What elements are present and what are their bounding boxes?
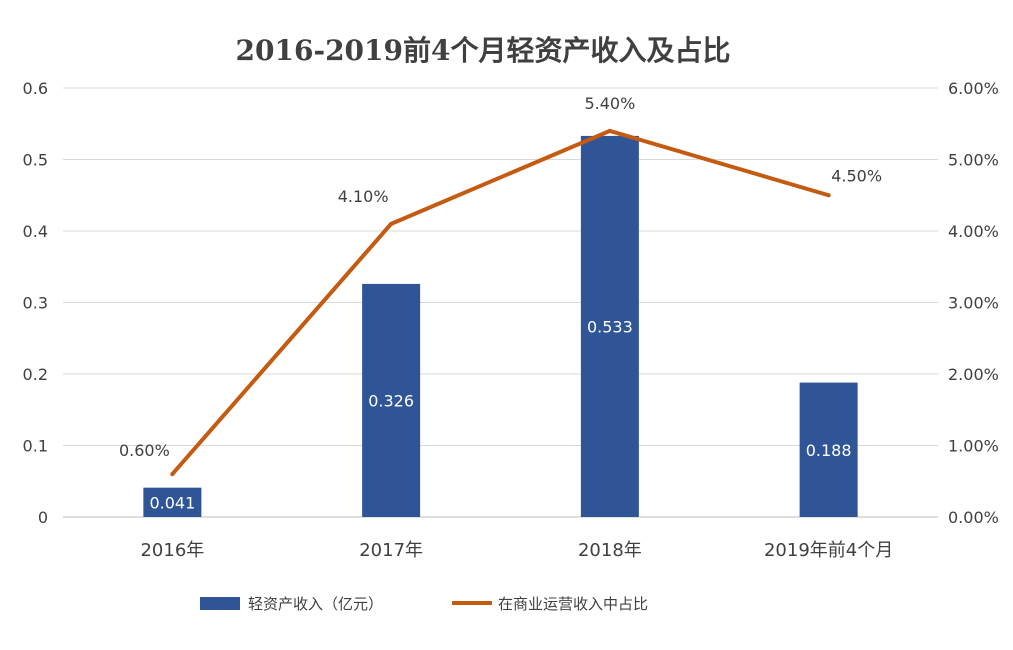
line-point <box>607 128 612 133</box>
line-data-label: 4.10% <box>338 187 389 206</box>
legend-bar-label: 轻资产收入（亿元） <box>248 595 383 613</box>
left-tick-label: 0.6 <box>23 79 48 98</box>
left-tick-label: 0 <box>38 508 48 527</box>
line-data-label: 0.60% <box>119 441 170 460</box>
category-axis: 2016年 2017年 2018年 2019年前4个月 <box>140 540 893 561</box>
bar <box>362 283 421 517</box>
right-tick-label: 1.00% <box>948 437 999 456</box>
right-tick-label: 0.00% <box>948 508 999 527</box>
legend: 轻资产收入（亿元） 在商业运营收入中占比 <box>200 595 648 613</box>
bar-data-label: 0.533 <box>587 317 633 336</box>
line-data-label: 4.50% <box>831 166 882 185</box>
category-label: 2018年 <box>578 540 642 561</box>
line-point <box>826 193 831 198</box>
right-tick-label: 6.00% <box>948 79 999 98</box>
category-label: 2017年 <box>359 540 423 561</box>
right-axis: 0.00% 1.00% 2.00% 3.00% 4.00% 5.00% 6.00% <box>948 79 999 527</box>
right-tick-label: 3.00% <box>948 294 999 313</box>
category-label: 2016年 <box>140 540 204 561</box>
legend-bar-swatch <box>200 597 240 610</box>
series-line <box>170 128 831 477</box>
left-tick-label: 0.4 <box>23 222 48 241</box>
bar-series: 0.041 0.326 0.533 0.188 <box>143 135 858 517</box>
bar-data-label: 0.041 <box>149 493 195 512</box>
bar <box>799 382 858 517</box>
left-tick-label: 0.2 <box>23 365 48 384</box>
bar <box>143 487 202 517</box>
line-point <box>389 221 394 226</box>
gridlines <box>63 87 938 518</box>
bar-data-label: 0.326 <box>368 391 414 410</box>
left-tick-label: 0.1 <box>23 437 48 456</box>
line-data-label: 5.40% <box>584 94 635 113</box>
bar <box>580 135 639 517</box>
line-series: 0.60% 4.10% 5.40% 4.50% <box>119 94 882 477</box>
left-tick-label: 0.3 <box>23 294 48 313</box>
line-point <box>170 472 175 477</box>
right-tick-label: 2.00% <box>948 365 999 384</box>
right-tick-label: 5.00% <box>948 151 999 170</box>
right-tick-label: 4.00% <box>948 222 999 241</box>
legend-line-label: 在商业运营收入中占比 <box>498 595 648 613</box>
category-label: 2019年前4个月 <box>764 540 893 561</box>
left-tick-label: 0.5 <box>23 151 48 170</box>
chart-title: 2016-2019前4个月轻资产收入及占比 <box>236 34 731 67</box>
bar-data-label: 0.188 <box>806 441 852 460</box>
left-axis: 0 0.1 0.2 0.3 0.4 0.5 0.6 <box>23 79 48 527</box>
